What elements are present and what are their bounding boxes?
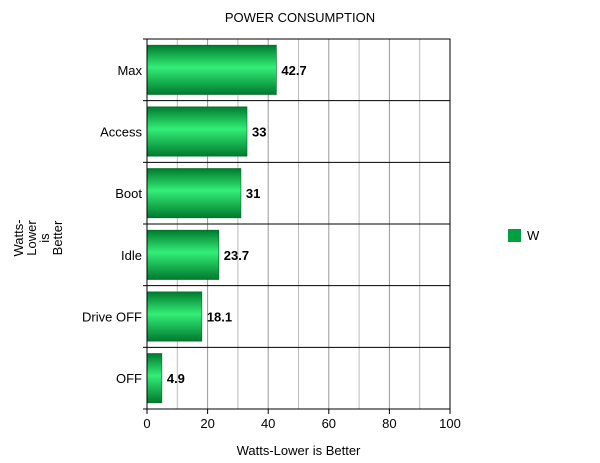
bar xyxy=(146,229,220,280)
x-tick-label: 60 xyxy=(322,416,336,431)
bar-value-label: 23.7 xyxy=(224,248,249,263)
x-tick-label: 100 xyxy=(439,416,461,431)
bar xyxy=(146,106,248,157)
y-axis-label: Watts- Lower is Better xyxy=(11,168,65,308)
chart-title: POWER CONSUMPTION xyxy=(224,10,376,25)
x-tick-label: 20 xyxy=(200,416,214,431)
grid-lines xyxy=(147,39,450,409)
category-label: Max xyxy=(117,63,142,78)
category-label: Access xyxy=(100,125,142,140)
plot-frame xyxy=(143,38,451,414)
x-axis-label: Watts-Lower is Better xyxy=(236,443,361,458)
bar xyxy=(146,168,242,219)
legend-swatch xyxy=(508,229,521,242)
bar-value-label: 31 xyxy=(246,186,260,201)
bar xyxy=(146,44,277,95)
bar-value-label: 42.7 xyxy=(281,63,306,78)
x-tick-label: 40 xyxy=(261,416,275,431)
x-tick-label: 0 xyxy=(143,416,150,431)
bar xyxy=(146,353,163,404)
bars xyxy=(146,44,277,404)
bar-value-label: 4.9 xyxy=(167,371,185,386)
x-tick-label: 80 xyxy=(382,416,396,431)
bar-value-label: 33 xyxy=(252,125,266,140)
category-label: OFF xyxy=(116,371,142,386)
y-axis-label-line: Better xyxy=(50,220,65,256)
category-label: Boot xyxy=(115,186,142,201)
bar-value-label: 18.1 xyxy=(207,310,232,325)
legend-label: W xyxy=(527,228,540,243)
labels: 42.7 Max 33 Access 31 Boot 23.7 Idle 18.1 Drive O… xyxy=(82,63,461,431)
bar xyxy=(146,291,203,342)
category-label: Drive OFF xyxy=(82,310,142,325)
category-label: Idle xyxy=(121,248,142,263)
legend: W xyxy=(508,228,539,243)
